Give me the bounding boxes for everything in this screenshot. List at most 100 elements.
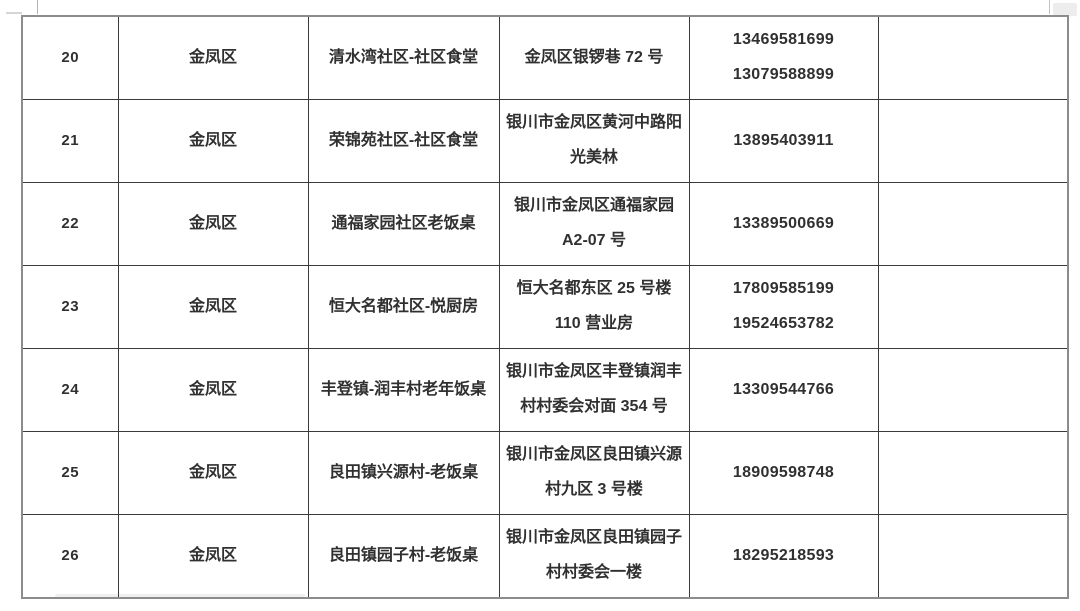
scan-artifact-dash [6, 12, 22, 14]
district: 金凤区 [188, 48, 237, 66]
address-line: 恒大名都东区 25 号楼 [516, 280, 672, 298]
note-empty [879, 17, 1068, 99]
cell-address: 银川市金凤区通福家园 A2-07 号 [498, 182, 690, 266]
facility-name: 荣锦苑社区-社区食堂 [328, 131, 479, 149]
address-line: A2-07 号 [561, 231, 627, 249]
phone-number: 19524653782 [732, 314, 835, 332]
cell-note [877, 182, 1069, 266]
address-line: 银川市金凤区丰登镇润丰 [505, 363, 682, 381]
district: 金凤区 [188, 546, 237, 564]
row-number: 25 [61, 464, 80, 482]
cell-phone: 13389500669 [688, 182, 879, 266]
facility-name: 丰登镇-润丰村老年饭桌 [320, 380, 487, 398]
note-empty [879, 515, 1068, 597]
cell-note [877, 431, 1069, 515]
facility-name: 良田镇园子村-老饭桌 [328, 546, 479, 564]
address-line: 银川市金凤区通福家园 [513, 197, 674, 215]
scan-artifact-vline-right [1049, 0, 1050, 14]
row-number: 26 [61, 547, 80, 565]
cell-address: 银川市金凤区良田镇园子 村村委会一楼 [498, 514, 690, 599]
table-row: 25 金凤区 良田镇兴源村-老饭桌 银川市金凤区良田镇兴源 村九区 3 号楼 18… [21, 431, 1069, 515]
district: 金凤区 [188, 380, 237, 398]
cell-facility-name: 清水湾社区-社区食堂 [307, 15, 500, 100]
cell-note [877, 265, 1069, 349]
cell-district: 金凤区 [117, 514, 309, 599]
scan-artifact-vline-left [37, 0, 38, 14]
cell-district: 金凤区 [117, 182, 309, 266]
district: 金凤区 [188, 297, 237, 315]
cell-phone: 18909598748 [688, 431, 879, 515]
cell-address: 银川市金凤区丰登镇润丰 村村委会对面 354 号 [498, 348, 690, 432]
note-empty [879, 349, 1068, 431]
cell-row-number: 20 [21, 15, 119, 100]
cell-note [877, 348, 1069, 432]
cell-address: 金凤区银锣巷 72 号 [498, 15, 690, 100]
cell-phone: 13309544766 [688, 348, 879, 432]
row-number: 23 [61, 298, 80, 316]
address-line: 银川市金凤区良田镇兴源 [505, 446, 682, 464]
cell-row-number: 23 [21, 265, 119, 349]
cell-address: 恒大名都东区 25 号楼 110 营业房 [498, 265, 690, 349]
row-number: 22 [61, 215, 80, 233]
table-row: 21 金凤区 荣锦苑社区-社区食堂 银川市金凤区黄河中路阳 光美林 1389540… [21, 99, 1069, 183]
cell-note [877, 15, 1069, 100]
address-line: 光美林 [569, 148, 618, 166]
cell-phone: 13469581699 13079588899 [688, 15, 879, 100]
phone-number: 13469581699 [732, 31, 835, 49]
row-number: 20 [61, 49, 80, 67]
address-line: 村村委会一楼 [545, 563, 642, 581]
phone-number: 17809585199 [732, 280, 835, 298]
phone-number: 18295218593 [732, 546, 835, 564]
note-empty [879, 432, 1068, 514]
row-number: 24 [61, 381, 80, 399]
cell-row-number: 26 [21, 514, 119, 599]
cell-facility-name: 丰登镇-润丰村老年饭桌 [307, 348, 500, 432]
row-number: 21 [61, 132, 80, 150]
address-line: 银川市金凤区黄河中路阳 [505, 114, 682, 132]
cell-district: 金凤区 [117, 265, 309, 349]
cell-row-number: 21 [21, 99, 119, 183]
address-line: 银川市金凤区良田镇园子 [505, 529, 682, 547]
cell-facility-name: 荣锦苑社区-社区食堂 [307, 99, 500, 183]
facility-name: 通福家园社区老饭桌 [331, 214, 476, 232]
cell-facility-name: 良田镇兴源村-老饭桌 [307, 431, 500, 515]
cell-phone: 18295218593 [688, 514, 879, 599]
table-row: 24 金凤区 丰登镇-润丰村老年饭桌 银川市金凤区丰登镇润丰 村村委会对面 354… [21, 348, 1069, 432]
address-line: 村九区 3 号楼 [545, 480, 643, 498]
cell-facility-name: 恒大名都社区-悦厨房 [307, 265, 500, 349]
address-line: 村村委会对面 354 号 [520, 397, 668, 415]
cell-address: 银川市金凤区良田镇兴源 村九区 3 号楼 [498, 431, 690, 515]
district: 金凤区 [188, 463, 237, 481]
cell-note [877, 514, 1069, 599]
note-empty [879, 100, 1068, 182]
address-line: 金凤区银锣巷 72 号 [524, 48, 664, 66]
table-row: 20 金凤区 清水湾社区-社区食堂 金凤区银锣巷 72 号 1346958169… [21, 15, 1069, 100]
phone-number: 13079588899 [732, 65, 835, 83]
district: 金凤区 [188, 131, 237, 149]
cell-district: 金凤区 [117, 431, 309, 515]
cell-row-number: 25 [21, 431, 119, 515]
cell-district: 金凤区 [117, 15, 309, 100]
cell-phone: 17809585199 19524653782 [688, 265, 879, 349]
cell-facility-name: 良田镇园子村-老饭桌 [307, 514, 500, 599]
facility-name: 清水湾社区-社区食堂 [328, 48, 479, 66]
phone-number: 13389500669 [732, 214, 835, 232]
phone-number: 13309544766 [732, 380, 835, 398]
cell-row-number: 24 [21, 348, 119, 432]
address-line: 110 营业房 [554, 314, 634, 332]
cell-district: 金凤区 [117, 99, 309, 183]
phone-number: 18909598748 [732, 463, 835, 481]
cell-address: 银川市金凤区黄河中路阳 光美林 [498, 99, 690, 183]
cell-phone: 13895403911 [688, 99, 879, 183]
table-row: 23 金凤区 恒大名都社区-悦厨房 恒大名都东区 25 号楼 110 营业房 17… [21, 265, 1069, 349]
cell-facility-name: 通福家园社区老饭桌 [307, 182, 500, 266]
table-row: 26 金凤区 良田镇园子村-老饭桌 银川市金凤区良田镇园子 村村委会一楼 1829… [21, 514, 1069, 599]
phone-number: 13895403911 [733, 131, 834, 149]
cell-note [877, 99, 1069, 183]
facility-name: 良田镇兴源村-老饭桌 [328, 463, 479, 481]
cell-district: 金凤区 [117, 348, 309, 432]
note-empty [879, 183, 1068, 265]
district: 金凤区 [188, 214, 237, 232]
table-row: 22 金凤区 通福家园社区老饭桌 银川市金凤区通福家园 A2-07 号 13389… [21, 182, 1069, 266]
